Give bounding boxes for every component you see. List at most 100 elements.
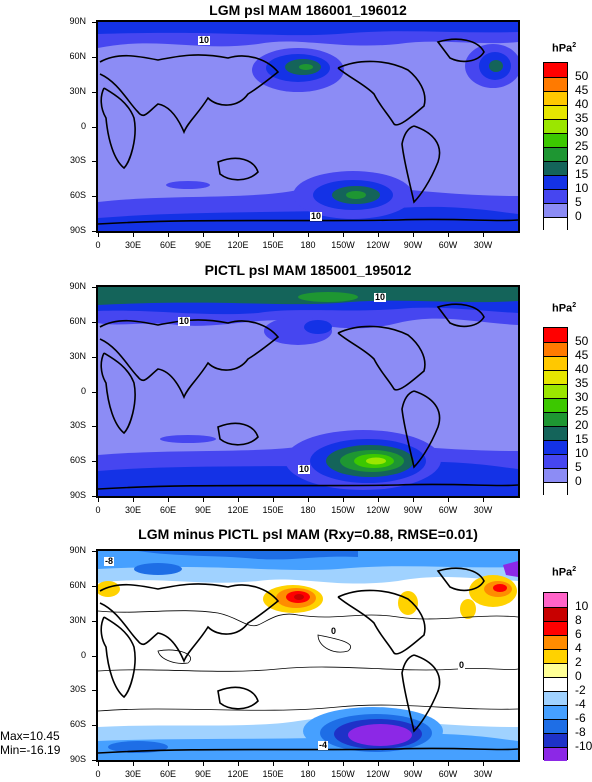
lat-tick xyxy=(92,426,96,428)
lon-tick-label: 90W xyxy=(403,240,423,250)
colorbar-box xyxy=(544,370,567,384)
colorbar-box xyxy=(544,356,567,370)
lon-tick xyxy=(448,498,449,502)
lon-tick-label: 60E xyxy=(159,505,176,515)
lat-tick xyxy=(92,287,96,288)
colorbar-label: 35 xyxy=(575,376,589,390)
colorbar-box xyxy=(544,468,567,482)
lon-tick-label: 180 xyxy=(300,240,316,250)
colorbar-box xyxy=(544,677,567,691)
colorbar-label: 8 xyxy=(575,613,582,627)
colorbar-box xyxy=(544,342,567,356)
lon-tick-label: 120W xyxy=(366,769,390,779)
colorbar-box xyxy=(544,649,567,663)
panel-title: PICTL psl MAM 185001_195012 xyxy=(204,262,412,278)
colorbar-box xyxy=(544,747,567,761)
lat-tick-label: 30N xyxy=(69,350,86,361)
lon-tick-label: 90W xyxy=(403,505,423,515)
lon-tick xyxy=(238,233,239,237)
lon-tick xyxy=(378,498,379,502)
colorbar-box xyxy=(544,147,567,161)
colorbar-unit: hPa2 xyxy=(552,42,577,55)
lat-tick xyxy=(92,725,96,727)
colorbar-label: 20 xyxy=(575,153,589,167)
lon-tick-label: 60E xyxy=(159,240,176,250)
lat-tick-label: 0 xyxy=(80,649,86,660)
lon-tick xyxy=(133,233,134,237)
contour-band-south-10 xyxy=(98,206,518,231)
lon-tick-label: 90E xyxy=(194,505,211,515)
colorbar-box xyxy=(544,663,567,677)
colorbar-box xyxy=(544,593,567,607)
lon-tick xyxy=(168,762,169,766)
colorbar-label: -2 xyxy=(575,683,586,697)
lat-tick xyxy=(92,496,96,497)
colorbar-label: -8 xyxy=(575,725,586,739)
lon-tick xyxy=(98,498,99,502)
lat-tick-label: 90S xyxy=(69,225,86,235)
colorbar-label: -4 xyxy=(575,697,586,711)
colorbar-box xyxy=(544,203,567,217)
lon-tick xyxy=(133,762,134,766)
max-value: Max=10.45 xyxy=(0,729,60,743)
lon-tick xyxy=(483,762,484,766)
lon-tick-label: 90E xyxy=(194,769,211,779)
colorbar-label: 50 xyxy=(575,69,589,83)
colorbar-box xyxy=(544,635,567,649)
contour-label: 10 xyxy=(298,464,311,474)
lon-tick-label: 30E xyxy=(124,769,141,779)
lon-tick-label: 0 xyxy=(95,240,101,250)
lon-tick-label: 30E xyxy=(124,240,141,250)
colorbar-label: 0 xyxy=(575,669,582,683)
lon-tick-label: 30E xyxy=(124,505,141,515)
lon-tick xyxy=(378,762,379,766)
lat-tick xyxy=(92,391,96,393)
map-plot: 10 10 10 xyxy=(96,285,520,498)
colorbar-box xyxy=(544,63,567,77)
colorbar-label: 40 xyxy=(575,362,589,376)
colorbar-box xyxy=(544,105,567,119)
lat-tick xyxy=(92,91,96,93)
colorbar-label: 45 xyxy=(575,348,589,362)
lon-tick xyxy=(308,762,309,766)
colorbar-label: 2 xyxy=(575,655,582,669)
lat-tick xyxy=(92,356,96,358)
lat-tick xyxy=(92,126,96,128)
colorbar-box xyxy=(544,691,567,705)
zero-contours xyxy=(98,610,518,712)
lat-tick xyxy=(92,690,96,692)
lat-tick-label: 30S xyxy=(69,684,86,695)
lon-tick xyxy=(343,498,344,502)
lon-tick xyxy=(413,762,414,766)
lon-tick-label: 150E xyxy=(262,240,284,250)
colorbar-box xyxy=(544,119,567,133)
coastlines xyxy=(98,567,518,754)
lon-tick xyxy=(203,233,204,237)
lon-tick-label: 120E xyxy=(227,505,249,515)
lon-tick xyxy=(343,762,344,766)
lon-tick xyxy=(98,762,99,766)
colorbar-label: 10 xyxy=(575,181,589,195)
colorbar-box xyxy=(544,733,567,747)
lon-tick xyxy=(238,762,239,766)
lon-tick-label: 120E xyxy=(227,769,249,779)
colorbar-unit: hPa2 xyxy=(552,302,577,315)
lon-tick xyxy=(483,233,484,237)
colorbar-box xyxy=(544,607,567,621)
coastlines xyxy=(98,38,518,225)
lon-tick xyxy=(483,498,484,502)
colorbar-box xyxy=(544,328,567,342)
colorbar-box xyxy=(544,705,567,719)
colorbar-box xyxy=(544,719,567,733)
lat-tick-label: 90N xyxy=(69,16,86,26)
lon-tick-label: 60W xyxy=(438,240,458,250)
lat-tick xyxy=(92,620,96,622)
colorbar-label: 6 xyxy=(575,627,582,641)
lon-tick-label: 90E xyxy=(194,240,211,250)
lat-tick-label: 90S xyxy=(69,754,86,764)
colorbar-label: 0 xyxy=(575,209,582,223)
lat-tick xyxy=(92,196,96,198)
colorbar-box xyxy=(544,175,567,189)
colorbar-box xyxy=(544,77,567,91)
contour-label: 10 xyxy=(178,316,191,326)
